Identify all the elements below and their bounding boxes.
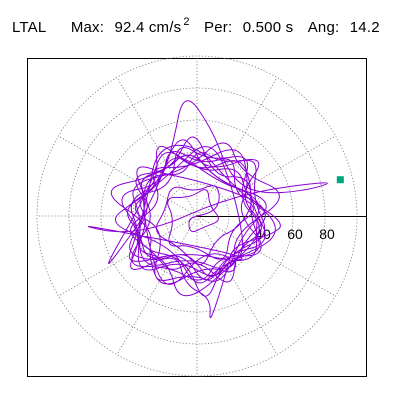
max-label: Max: bbox=[70, 19, 105, 36]
period-value: 0.500 s bbox=[242, 19, 294, 36]
plot-frame bbox=[27, 58, 367, 377]
grid-spoke-5 bbox=[58, 135, 198, 217]
grid-spoke-2 bbox=[196, 77, 278, 217]
angle-value: 14.2 bbox=[349, 19, 380, 36]
max-amplitude-marker bbox=[336, 176, 344, 184]
angle-label: Ang: bbox=[307, 19, 340, 36]
particle-motion-trace bbox=[87, 100, 328, 319]
grid-spoke-8 bbox=[116, 215, 198, 355]
station-code: LTAL bbox=[12, 19, 47, 36]
tick-label-2: 80 bbox=[319, 226, 335, 242]
tick-label-1: 60 bbox=[287, 226, 303, 242]
plot-header: LTAL Max: 92.4 cm/s 2 Per: 0.500 s Ang: 1… bbox=[12, 16, 380, 40]
max-value: 92.4 cm/s bbox=[114, 19, 182, 36]
grid-spoke-10 bbox=[196, 215, 278, 355]
radial-tick-labels: 40 60 80 bbox=[255, 226, 335, 242]
max-unit-exponent: 2 bbox=[183, 16, 190, 28]
grid-spoke-11 bbox=[196, 215, 336, 297]
period-label: Per: bbox=[204, 19, 233, 36]
grid-spoke-7 bbox=[58, 215, 198, 297]
grid-spoke-4 bbox=[116, 77, 198, 217]
